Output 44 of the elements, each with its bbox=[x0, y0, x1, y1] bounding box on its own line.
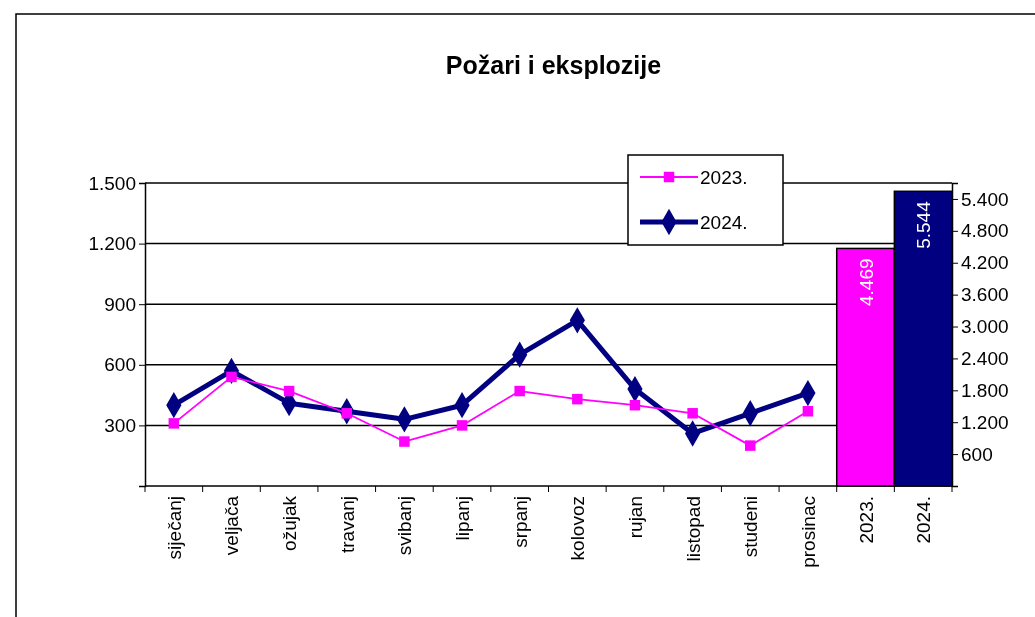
legend-label: 2024. bbox=[700, 212, 748, 233]
x-tick-label: studeni bbox=[740, 496, 762, 558]
x-tick-label: ožujak bbox=[279, 495, 301, 551]
y-tick-label: 1.200 bbox=[88, 233, 136, 255]
data-label: 4.469 bbox=[855, 258, 877, 306]
y2-tick-label: 4.800 bbox=[961, 220, 1009, 242]
x-tick-label: siječanj bbox=[163, 496, 185, 560]
y2-tick-label: 5.400 bbox=[961, 188, 1009, 210]
y2-tick-label: 3.600 bbox=[961, 284, 1009, 306]
chart-title: Požari i eksplozije bbox=[445, 51, 662, 79]
point bbox=[572, 393, 583, 405]
y-tick-label: 600 bbox=[104, 354, 136, 376]
x-tick-label: kolovoz bbox=[567, 496, 589, 561]
point bbox=[456, 420, 468, 431]
x-tick-label: 2023. bbox=[855, 496, 877, 544]
y-tick-label: 300 bbox=[104, 414, 136, 436]
y2-tick-label: 4.200 bbox=[961, 252, 1009, 274]
x-tick-label: 2024. bbox=[913, 496, 935, 544]
x-tick-label: svibanj bbox=[394, 496, 416, 556]
y-tick-label: 1.500 bbox=[88, 172, 136, 194]
point bbox=[283, 385, 295, 397]
y2-tick-label: 2.400 bbox=[961, 348, 1009, 369]
point bbox=[514, 385, 525, 397]
y2-tick-label: 1.800 bbox=[961, 379, 1009, 401]
legend-label: 2023. bbox=[700, 167, 748, 188]
x-tick-label: srpanj bbox=[509, 496, 531, 548]
x-tick-label: travanj bbox=[336, 496, 358, 554]
data-label: 5.544 bbox=[913, 200, 935, 249]
x-tick-label: veljača bbox=[221, 495, 243, 556]
y2-tick-label: 1.200 bbox=[961, 411, 1009, 433]
point bbox=[687, 408, 698, 419]
point bbox=[802, 406, 814, 417]
x-tick-label: listopad bbox=[682, 496, 704, 562]
point bbox=[226, 371, 237, 383]
point bbox=[629, 399, 641, 411]
y-tick-label: 900 bbox=[104, 293, 136, 315]
point bbox=[168, 418, 180, 429]
y2-tick-label: 600 bbox=[961, 443, 993, 465]
point bbox=[399, 436, 410, 447]
y2-tick-label: 3.000 bbox=[961, 316, 1009, 338]
point bbox=[745, 440, 756, 451]
x-tick-label: prosinac bbox=[797, 496, 819, 568]
x-tick-label: lipanj bbox=[452, 496, 474, 541]
x-tick-label: rujan bbox=[624, 496, 646, 539]
